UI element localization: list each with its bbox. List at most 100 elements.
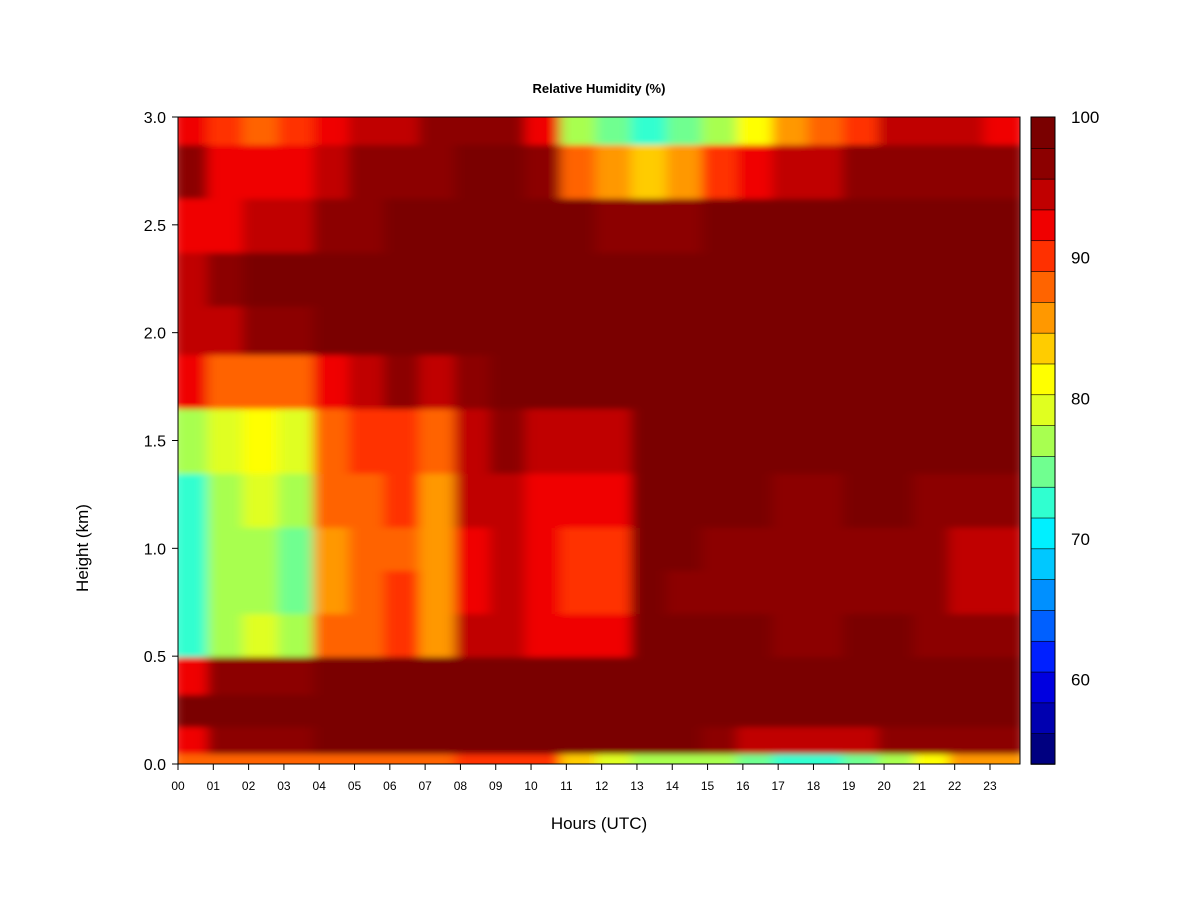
x-tick-label: 05 <box>348 779 362 793</box>
y-axis-label: Height (km) <box>73 504 92 592</box>
heatmap-cell <box>736 753 785 764</box>
heatmap-cell <box>560 753 608 764</box>
x-tick-label: 14 <box>666 779 680 793</box>
colorbar-frame <box>1030 116 1056 765</box>
x-tick-label: 18 <box>807 779 821 793</box>
colorbar-swatch <box>1030 702 1056 734</box>
x-tick-label: 03 <box>277 779 291 793</box>
colorbar-swatch <box>1030 548 1056 580</box>
heatmap-cell <box>419 753 467 764</box>
colorbar-swatch <box>1030 455 1056 488</box>
y-tick-label: 3.0 <box>144 110 166 127</box>
x-tick-label: 01 <box>207 779 221 793</box>
colorbar-tick-label: 90 <box>1071 249 1090 268</box>
heatmap-cell <box>595 753 643 764</box>
colorbar-swatch <box>1030 424 1056 457</box>
heatmap-area <box>178 117 1020 764</box>
x-tick-label: 08 <box>454 779 468 793</box>
colorbar: 100 90 80 70 60 <box>1030 108 1099 765</box>
x-tick-label: 12 <box>595 779 609 793</box>
x-axis: 00 01 02 03 04 05 06 07 08 09 10 11 12 13 14 15 16 17 18 19… <box>171 764 997 793</box>
heatmap-cell <box>983 251 1020 307</box>
x-tick-label: 02 <box>242 779 256 793</box>
colorbar-swatch <box>1030 732 1056 765</box>
heatmap-cell <box>983 656 1020 695</box>
x-tick-label: 11 <box>560 779 573 793</box>
heatmap-cell <box>207 753 255 764</box>
heatmap-cell <box>178 753 220 764</box>
heatmap-cell <box>807 753 855 764</box>
heatmap-cell <box>348 753 396 764</box>
colorbar-swatch <box>1030 486 1056 519</box>
heatmap-cell <box>983 613 1020 658</box>
y-tick-label: 1.0 <box>144 541 166 558</box>
colorbar-swatch <box>1030 209 1056 242</box>
x-tick-label: 16 <box>736 779 750 793</box>
heatmap-cell <box>983 526 1020 571</box>
colorbar-tick-label: 100 <box>1071 108 1099 127</box>
colorbar-swatch <box>1030 178 1056 211</box>
heatmap-cell <box>277 753 326 764</box>
colorbar-tick-label: 60 <box>1071 671 1090 690</box>
colorbar-swatch <box>1030 239 1056 272</box>
heatmap-cell <box>983 117 1020 145</box>
colorbar-swatch <box>1030 609 1056 642</box>
x-tick-label: 10 <box>524 779 538 793</box>
x-tick-label: 19 <box>842 779 856 793</box>
colorbar-swatch <box>1030 393 1056 426</box>
x-tick-label: 23 <box>983 779 997 793</box>
y-tick-label: 2.5 <box>144 218 166 235</box>
colorbar-swatch <box>1030 147 1056 180</box>
colorbar-swatch <box>1030 640 1056 673</box>
heatmap-cell <box>983 408 1020 474</box>
colorbar-tick-label: 70 <box>1071 530 1090 549</box>
x-tick-label: 00 <box>171 779 185 793</box>
heatmap-cell <box>983 726 1020 755</box>
colorbar-swatch <box>1030 301 1056 334</box>
heatmap-cell <box>913 753 961 764</box>
x-axis-label: Hours (UTC) <box>551 814 647 833</box>
colorbar-swatch <box>1030 671 1056 704</box>
colorbar-swatch <box>1030 116 1056 149</box>
colorbar-swatch <box>1030 578 1056 611</box>
colorbar-tick-label: 80 <box>1071 389 1090 408</box>
x-tick-label: 17 <box>771 779 785 793</box>
heatmap-cell <box>983 569 1020 615</box>
colorbar-swatch <box>1030 332 1056 365</box>
y-tick-label: 0.0 <box>144 757 166 774</box>
chart-title: Relative Humidity (%) <box>533 81 666 96</box>
heatmap-cell <box>842 753 891 764</box>
heatmap-cell <box>454 753 502 764</box>
heatmap-cell <box>948 753 996 764</box>
heatmap-cell <box>983 143 1020 199</box>
x-tick-label: 07 <box>418 779 432 793</box>
x-tick-label: 20 <box>877 779 891 793</box>
y-tick-label: 0.5 <box>144 649 166 666</box>
heatmap-cell <box>666 753 714 764</box>
heatmap-cell <box>772 753 820 764</box>
x-tick-label: 09 <box>489 779 503 793</box>
heatmap-cell <box>383 753 432 764</box>
heatmap-cell <box>983 197 1020 253</box>
heatmap-cell <box>313 753 361 764</box>
heatmap-cell <box>878 753 926 764</box>
y-tick-label: 1.5 <box>144 434 166 451</box>
heatmap-cell <box>489 753 538 764</box>
heatmap-cell <box>525 753 573 764</box>
x-tick-label: 21 <box>913 779 927 793</box>
colorbar-swatch <box>1030 363 1056 396</box>
x-tick-label: 04 <box>313 779 327 793</box>
heatmap-cell <box>983 354 1020 410</box>
heatmap-cell <box>242 753 290 764</box>
y-tick-label: 2.0 <box>144 326 166 343</box>
x-tick-label: 13 <box>630 779 644 793</box>
heatmap-cell <box>983 472 1020 528</box>
heatmap-cell <box>983 305 1020 356</box>
heatmap-cell <box>701 753 749 764</box>
colorbar-swatch <box>1030 270 1056 303</box>
heatmap-cell <box>983 753 1020 764</box>
heatmap-cell <box>983 693 1020 728</box>
x-tick-label: 22 <box>948 779 962 793</box>
x-tick-label: 06 <box>383 779 397 793</box>
